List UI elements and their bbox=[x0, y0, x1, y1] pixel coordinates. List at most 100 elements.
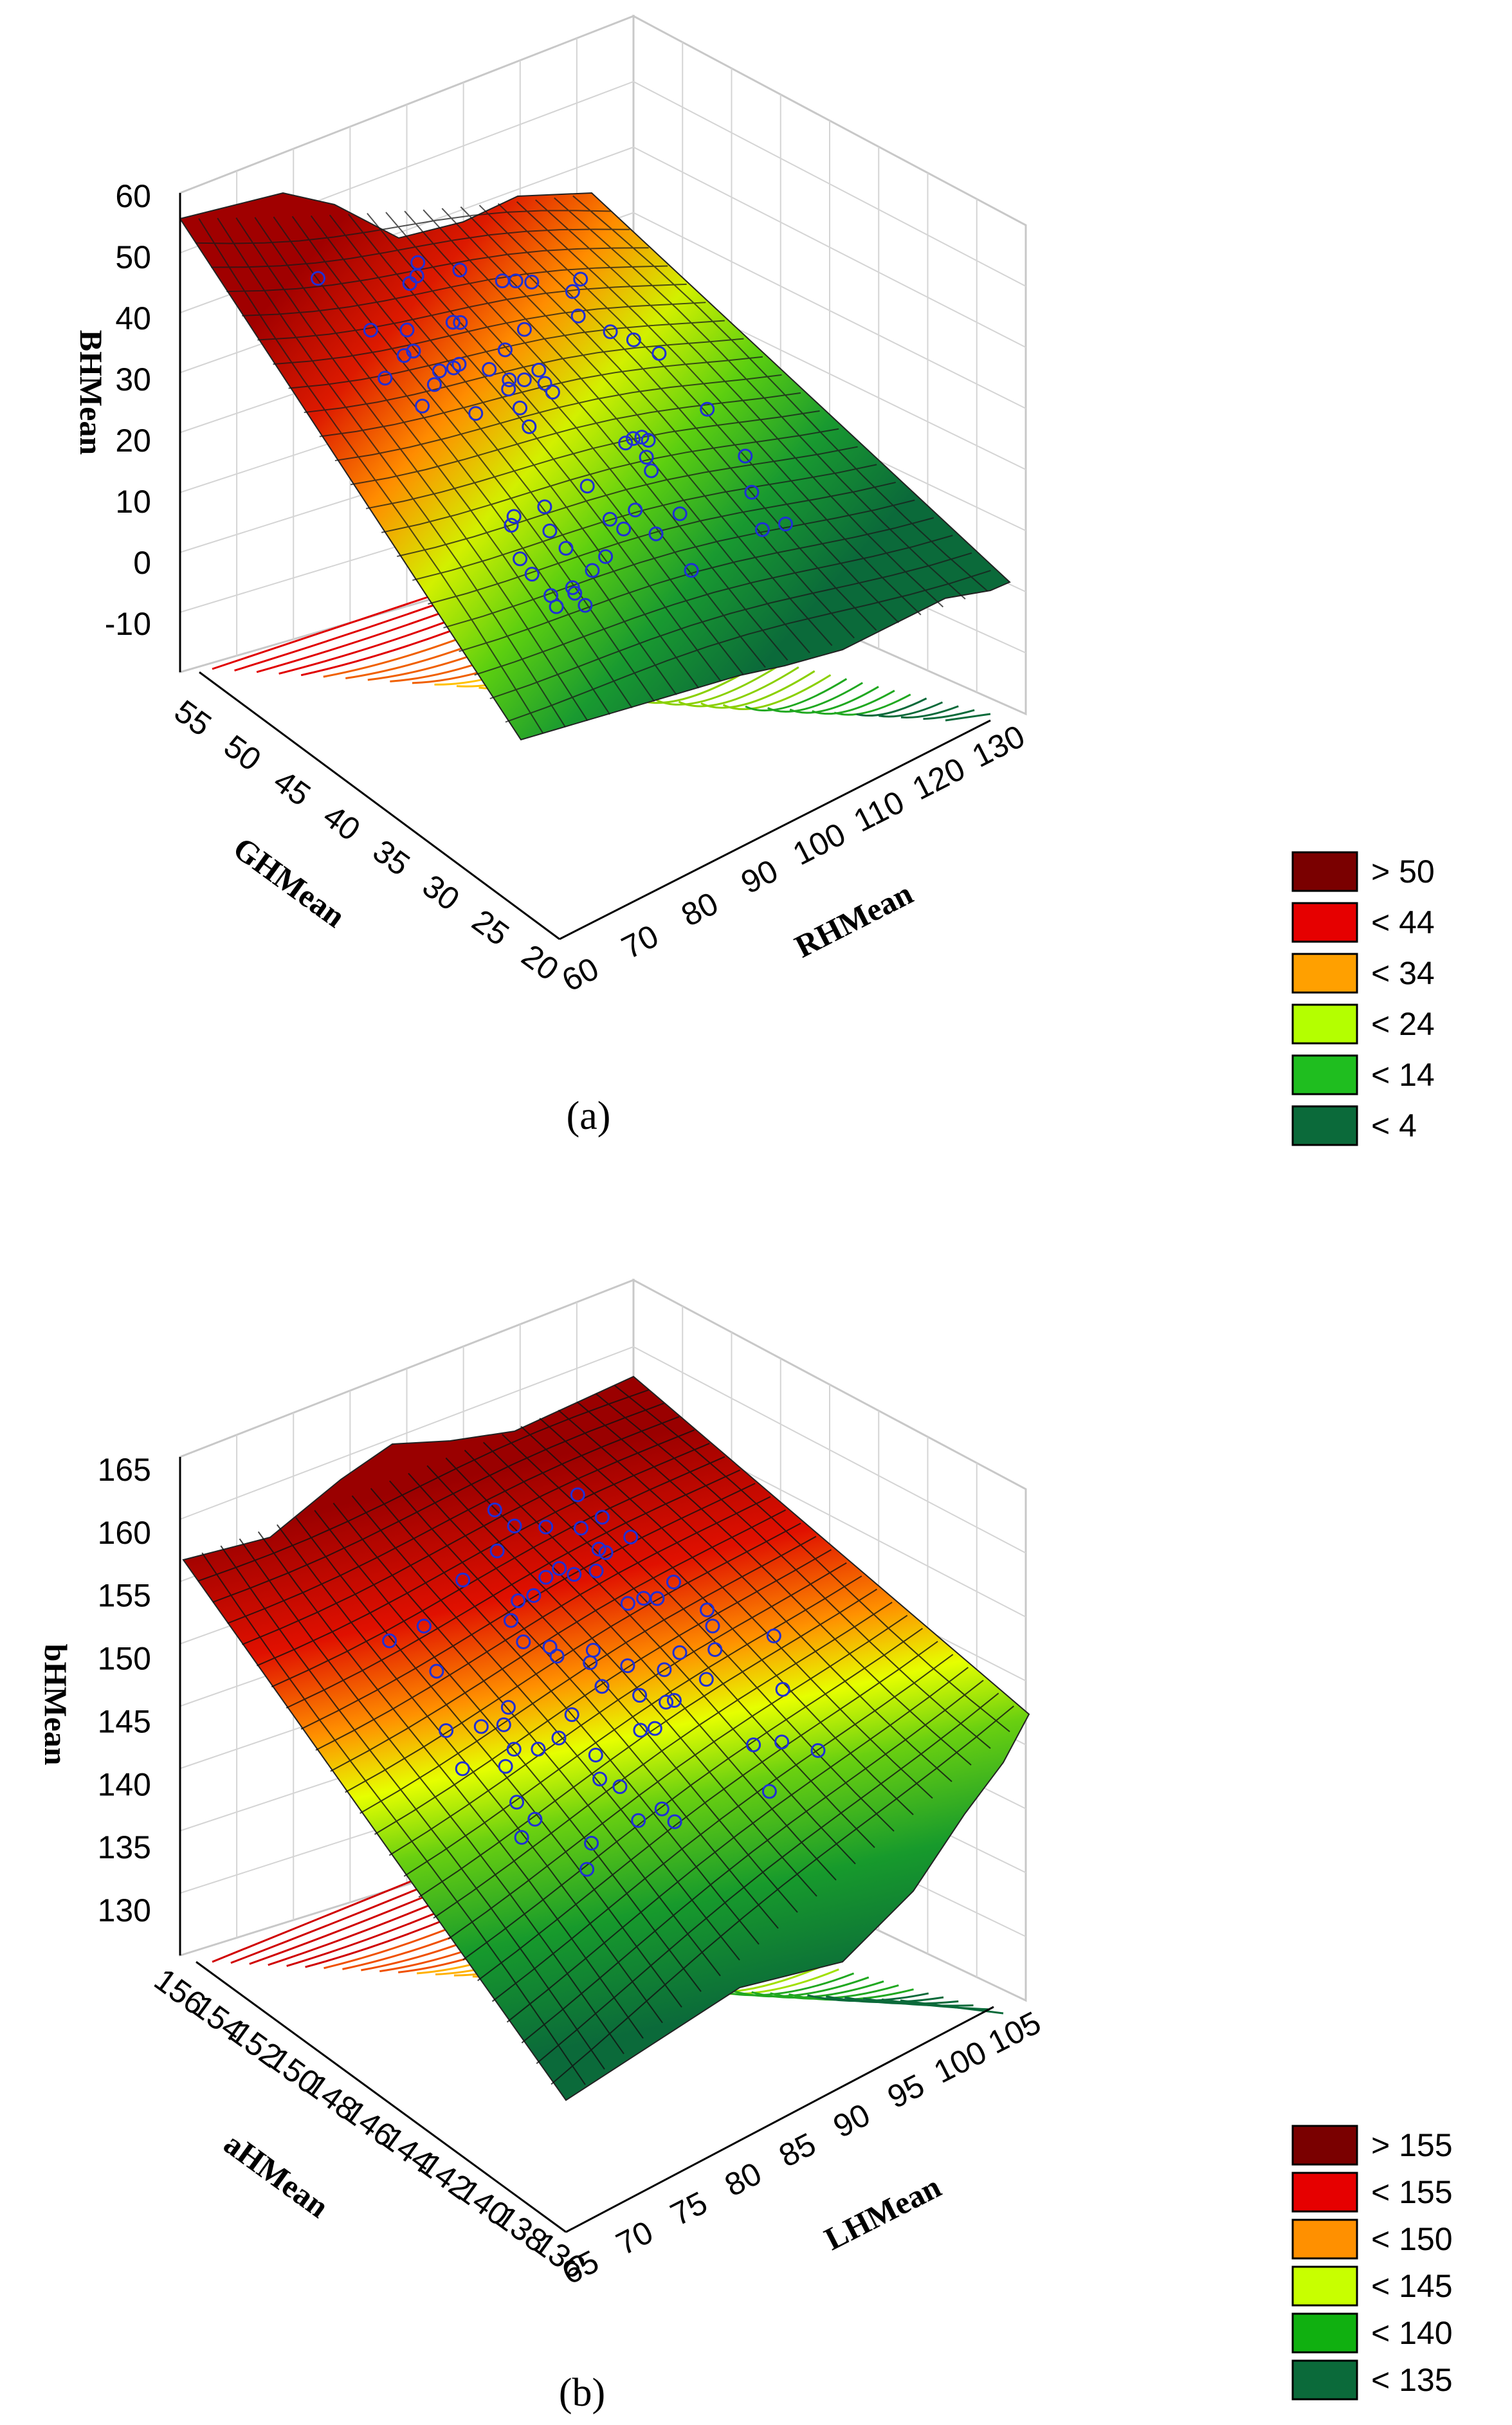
x-axis-b bbox=[565, 2006, 994, 2233]
data-point bbox=[616, 521, 632, 536]
z-tick-label: 155 bbox=[98, 1578, 151, 1614]
mesh-line bbox=[558, 1409, 952, 1782]
data-point bbox=[628, 502, 643, 518]
data-point bbox=[406, 343, 421, 359]
mesh-line bbox=[197, 1389, 649, 1582]
mesh-line bbox=[551, 1705, 1014, 2085]
data-point bbox=[311, 271, 325, 286]
mesh-line bbox=[257, 283, 687, 341]
legend-swatch bbox=[1291, 953, 1358, 994]
x-tick-label: 70 bbox=[610, 2214, 659, 2262]
mesh-line bbox=[388, 1562, 847, 1856]
data-point bbox=[591, 1541, 606, 1557]
mesh-line bbox=[295, 1517, 682, 2008]
data-point bbox=[588, 1748, 603, 1762]
mesh-line bbox=[448, 1615, 908, 1940]
mesh-line bbox=[198, 218, 544, 734]
data-point bbox=[570, 1487, 585, 1503]
contour-line bbox=[833, 693, 911, 716]
mesh-line bbox=[572, 195, 988, 592]
mesh-line bbox=[291, 215, 655, 702]
mesh-line bbox=[273, 216, 633, 709]
data-point bbox=[545, 385, 560, 400]
legend-label: < 140 bbox=[1371, 2315, 1453, 2351]
mesh-line bbox=[521, 1679, 984, 2044]
mesh-line bbox=[412, 464, 877, 581]
mesh-line bbox=[489, 552, 972, 700]
z-tick-label: 150 bbox=[98, 1641, 151, 1677]
data-point bbox=[565, 284, 580, 299]
data-point bbox=[700, 1602, 715, 1618]
mesh-line bbox=[374, 1549, 832, 1835]
mesh-line bbox=[418, 1588, 877, 1898]
data-point bbox=[516, 322, 532, 337]
data-point bbox=[509, 1795, 524, 1810]
data-point bbox=[618, 435, 633, 451]
data-point bbox=[516, 372, 532, 387]
z-tick-label: -10 bbox=[105, 606, 151, 642]
data-point bbox=[672, 1645, 688, 1660]
surface-mesh-b bbox=[197, 1385, 1014, 2085]
mesh-line bbox=[370, 1488, 760, 1945]
mesh-line bbox=[474, 535, 953, 676]
data-point bbox=[594, 1679, 610, 1694]
data-point bbox=[501, 381, 516, 397]
data-point bbox=[778, 517, 793, 532]
data-point bbox=[626, 332, 641, 347]
data-point bbox=[631, 1813, 646, 1828]
mesh-line bbox=[385, 212, 766, 668]
contour-line bbox=[656, 662, 783, 706]
legend-swatch bbox=[1291, 2125, 1358, 2166]
y-tick-label: 45 bbox=[267, 763, 317, 813]
legend-a: > 50 < 44 < 34 < 24 < 14 < 4 bbox=[1291, 851, 1435, 1146]
mesh-line bbox=[351, 1495, 740, 1961]
data-point bbox=[620, 1596, 635, 1611]
data-point bbox=[659, 1694, 674, 1710]
data-point bbox=[415, 398, 430, 414]
data-point bbox=[567, 1567, 582, 1582]
mesh-line bbox=[254, 217, 611, 715]
data-point bbox=[579, 1862, 595, 1877]
data-point bbox=[522, 419, 537, 434]
data-point bbox=[537, 499, 552, 515]
mesh-line bbox=[596, 1393, 991, 1749]
mesh-line bbox=[389, 1480, 779, 1929]
data-point bbox=[585, 1643, 601, 1658]
mesh-line bbox=[403, 1575, 862, 1877]
data-point bbox=[603, 324, 618, 340]
x-axis-a bbox=[559, 719, 991, 940]
contour-line bbox=[879, 701, 943, 718]
y-tick-label: 35 bbox=[367, 832, 417, 883]
data-point bbox=[496, 1717, 511, 1732]
mesh-line bbox=[315, 1496, 771, 1751]
data-points-b bbox=[382, 1487, 826, 1877]
data-point bbox=[473, 1719, 489, 1734]
panel-a-chart: -100102030405060202530354045505560708090… bbox=[73, 14, 1435, 1146]
y-axis-label-b: aHMean bbox=[217, 2125, 336, 2225]
legend-label: < 150 bbox=[1371, 2221, 1453, 2257]
data-point bbox=[592, 1771, 608, 1787]
data-point bbox=[634, 430, 650, 445]
legend-swatch bbox=[1291, 1003, 1358, 1045]
mesh-line bbox=[520, 1425, 914, 1815]
z-tick-label: 50 bbox=[115, 239, 151, 275]
mesh-line bbox=[304, 338, 744, 414]
data-point bbox=[511, 1593, 526, 1609]
mesh-line bbox=[235, 217, 588, 722]
data-point bbox=[738, 448, 753, 464]
grid-line bbox=[179, 1346, 1026, 1554]
x-tick-label: 95 bbox=[882, 2067, 930, 2116]
x-tick-label: 90 bbox=[735, 852, 783, 901]
legend-label: < 34 bbox=[1371, 955, 1435, 991]
data-point bbox=[774, 1734, 790, 1750]
mesh-line bbox=[212, 1402, 664, 1603]
legend-swatch bbox=[1291, 1105, 1358, 1146]
data-point bbox=[446, 360, 461, 376]
mesh-line bbox=[478, 205, 877, 631]
y-tick-label: 50 bbox=[217, 728, 268, 778]
data-point bbox=[700, 401, 715, 417]
y-axis-a bbox=[199, 671, 560, 940]
data-point bbox=[632, 1688, 648, 1703]
data-point bbox=[626, 431, 641, 446]
data-point bbox=[506, 1741, 522, 1757]
